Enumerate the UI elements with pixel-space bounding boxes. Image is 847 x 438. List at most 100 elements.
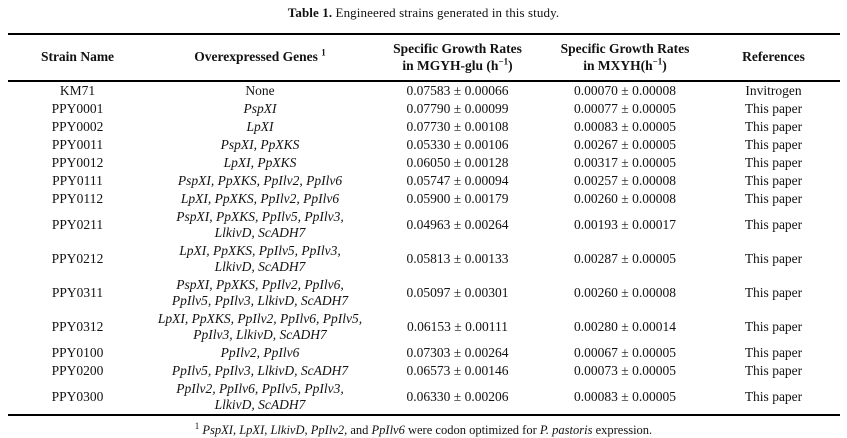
- reference-cell: This paper: [744, 285, 803, 300]
- overexpressed-genes-cell: LpXI, PpXKS: [223, 155, 297, 170]
- column-header-references: References: [742, 49, 805, 65]
- table-row: PPY0211 PspXI, PpXKS, PpIlv5, PpIlv3, Llki…: [8, 208, 840, 242]
- table-row: PPY0011 PspXI, PpXKS 0.05330 ± 0.00106 0.00…: [8, 136, 840, 154]
- table-row: PPY0212 LpXI, PpXKS, PpIlv5, PpIlv3, Llkiv…: [8, 242, 840, 276]
- growth-rate-mxyh-cell: 0.00083 ± 0.00005: [574, 119, 676, 134]
- growth-rate-mxyh-cell: 0.00280 ± 0.00014: [574, 319, 676, 334]
- growth-rate-mgyh-cell: 0.05097 ± 0.00301: [406, 285, 509, 300]
- footnote-text: PspXI, LpXI, LlkivD, PpIlv2, and PpIlv6 …: [202, 423, 653, 437]
- growth-rate-mgyh-cell: 0.05747 ± 0.00094: [406, 173, 509, 188]
- growth-rate-mxyh-cell: 0.00287 ± 0.00005: [574, 251, 676, 266]
- growth-rate-mgyh-cell: 0.07303 ± 0.00264: [406, 345, 509, 360]
- column-header-genes: Overexpressed Genes 1: [194, 47, 326, 65]
- strain-name-cell: PPY0212: [51, 251, 104, 266]
- table-row: PPY0312 LpXI, PpXKS, PpIlv2, PpIlv6, PpIl…: [8, 310, 840, 344]
- overexpressed-genes-cell: LpXI, PpXKS, PpIlv5, PpIlv3, LlkivD, ScAD…: [179, 243, 341, 274]
- strain-name-cell: PPY0012: [51, 155, 104, 170]
- overexpressed-genes-cell: None: [245, 83, 275, 98]
- strain-name-cell: PPY0011: [51, 137, 104, 152]
- growth-rate-mxyh-cell: 0.00267 ± 0.00005: [574, 137, 676, 152]
- reference-cell: This paper: [744, 101, 803, 116]
- strain-name-cell: PPY0002: [51, 119, 104, 134]
- strain-name-cell: PPY0112: [51, 191, 104, 206]
- table-footnote: 1 PspXI, LpXI, LlkivD, PpIlv2, and PpIlv…: [0, 420, 847, 438]
- growth-rate-mxyh-cell: 0.00083 ± 0.00005: [574, 389, 676, 404]
- table-row: PPY0300 PpIlv2, PpIlv6, PpIlv5, PpIlv3, Ll…: [7, 380, 840, 415]
- table-caption: Table 1. Engineered strains generated in…: [0, 0, 847, 21]
- growth-rate-mgyh-cell: 0.05900 ± 0.00179: [406, 191, 509, 206]
- overexpressed-genes-cell: PspXI, PpXKS, PpIlv5, PpIlv3, LlkivD, ScA…: [176, 209, 344, 240]
- growth-rate-mgyh-cell: 0.05330 ± 0.00106: [406, 137, 509, 152]
- table-row: PPY0002 LpXI 0.07730 ± 0.00108 0.00083 ± 0.…: [8, 118, 840, 136]
- strain-name-cell: PPY0300: [51, 389, 104, 404]
- table-row: PPY0111 PspXI, PpXKS, PpIlv2, PpIlv6 0.057…: [8, 172, 840, 190]
- strain-name-cell: PPY0312: [51, 319, 104, 334]
- growth-rate-mxyh-cell: 0.00073 ± 0.00005: [574, 363, 676, 378]
- table-body: KM71 None 0.07583 ± 0.00066 0.00070 ± 0.000…: [7, 81, 840, 415]
- reference-cell: Invitrogen: [745, 83, 802, 98]
- growth-rate-mxyh-cell: 0.00067 ± 0.00005: [574, 345, 676, 360]
- growth-rate-mgyh-cell: 0.06050 ± 0.00128: [406, 155, 509, 170]
- growth-rate-mxyh-cell: 0.00260 ± 0.00008: [574, 191, 676, 206]
- reference-cell: This paper: [744, 217, 803, 232]
- overexpressed-genes-cell: PspXI, PpXKS: [220, 137, 300, 152]
- table-row: PPY0001 PspXI 0.07790 ± 0.00099 0.00077 ± 0…: [8, 100, 840, 118]
- table-row: KM71 None 0.07583 ± 0.00066 0.00070 ± 0.000…: [8, 81, 840, 100]
- table-header: Strain Name Overexpressed Genes 1 Specific…: [7, 34, 840, 81]
- table-row: PPY0112 LpXI, PpXKS, PpIlv2, PpIlv6 0.0590…: [8, 190, 840, 208]
- growth-rate-mgyh-cell: 0.07790 ± 0.00099: [406, 101, 509, 116]
- growth-rate-mxyh-cell: 0.00260 ± 0.00008: [574, 285, 676, 300]
- growth-rate-mxyh-cell: 0.00077 ± 0.00005: [574, 101, 676, 116]
- growth-rate-mxyh-cell: 0.00070 ± 0.00008: [574, 83, 676, 98]
- reference-cell: This paper: [744, 173, 803, 188]
- strain-name-cell: PPY0211: [51, 217, 104, 232]
- growth-rate-mgyh-cell: 0.07730 ± 0.00108: [406, 119, 509, 134]
- table-caption-text: Engineered strains generated in this stu…: [332, 5, 560, 20]
- overexpressed-genes-cell: PspXI: [243, 101, 277, 116]
- growth-rate-mxyh-cell: 0.00193 ± 0.00017: [574, 217, 676, 232]
- table-row: PPY0100 PpIlv2, PpIlv6 0.07303 ± 0.00264 0.…: [8, 344, 840, 362]
- overexpressed-genes-cell: PspXI, PpXKS, PpIlv2, PpIlv6, PpIlv5, PpI…: [171, 277, 349, 308]
- reference-cell: This paper: [744, 191, 803, 206]
- table-header-row: Strain Name Overexpressed Genes 1 Specific…: [7, 34, 840, 81]
- overexpressed-genes-cell: LpXI: [246, 119, 274, 134]
- strain-name-cell: PPY0311: [51, 285, 104, 300]
- overexpressed-genes-cell: PspXI, PpXKS, PpIlv2, PpIlv6: [177, 173, 343, 188]
- strain-name-cell: PPY0111: [52, 173, 103, 188]
- growth-rate-mxyh-cell: 0.00257 ± 0.00008: [574, 173, 676, 188]
- overexpressed-genes-cell: PpIlv2, PpIlv6: [220, 345, 300, 360]
- growth-rate-mgyh-cell: 0.05813 ± 0.00133: [406, 251, 509, 266]
- strain-name-cell: PPY0200: [51, 363, 104, 378]
- table-caption-label: Table 1.: [287, 5, 333, 20]
- overexpressed-genes-cell: LpXI, PpXKS, PpIlv2, PpIlv6, PpIlv5, PpIl…: [157, 311, 363, 342]
- reference-cell: This paper: [744, 119, 803, 134]
- growth-rate-mgyh-cell: 0.06153 ± 0.00111: [407, 319, 508, 334]
- overexpressed-genes-cell: PpIlv5, PpIlv3, LlkivD, ScADH7: [171, 363, 349, 378]
- column-header-mgyh: Specific Growth Rates in MGYH-glu (h−1): [393, 41, 522, 73]
- reference-cell: This paper: [744, 389, 803, 404]
- table-row: PPY0311 PspXI, PpXKS, PpIlv2, PpIlv6, PpIl…: [8, 276, 840, 310]
- reference-cell: This paper: [744, 251, 803, 266]
- overexpressed-genes-cell: PpIlv2, PpIlv6, PpIlv5, PpIlv3, LlkivD, S…: [176, 381, 344, 412]
- column-header-mxyh: Specific Growth Rates in MXYH(h−1): [560, 41, 690, 73]
- growth-rate-mgyh-cell: 0.06573 ± 0.00146: [406, 363, 509, 378]
- strain-name-cell: PPY0100: [51, 345, 104, 360]
- column-header-strain: Strain Name: [40, 49, 115, 65]
- reference-cell: This paper: [744, 155, 803, 170]
- strain-name-cell: KM71: [59, 83, 96, 98]
- growth-rate-mxyh-cell: 0.00317 ± 0.00005: [574, 155, 676, 170]
- growth-rate-mgyh-cell: 0.06330 ± 0.00206: [406, 389, 509, 404]
- growth-rate-mgyh-cell: 0.07583 ± 0.00066: [406, 83, 509, 98]
- reference-cell: This paper: [744, 319, 803, 334]
- reference-cell: This paper: [744, 137, 803, 152]
- strains-table: Strain Name Overexpressed Genes 1 Specific…: [7, 33, 840, 416]
- table-row: PPY0200 PpIlv5, PpIlv3, LlkivD, ScADH7 0.0…: [8, 362, 840, 380]
- reference-cell: This paper: [744, 345, 803, 360]
- reference-cell: This paper: [744, 363, 803, 378]
- footnote-marker: 1: [194, 420, 200, 431]
- strain-name-cell: PPY0001: [51, 101, 104, 116]
- overexpressed-genes-cell: LpXI, PpXKS, PpIlv2, PpIlv6: [180, 191, 340, 206]
- table-row: PPY0012 LpXI, PpXKS 0.06050 ± 0.00128 0.003…: [8, 154, 840, 172]
- growth-rate-mgyh-cell: 0.04963 ± 0.00264: [406, 217, 509, 232]
